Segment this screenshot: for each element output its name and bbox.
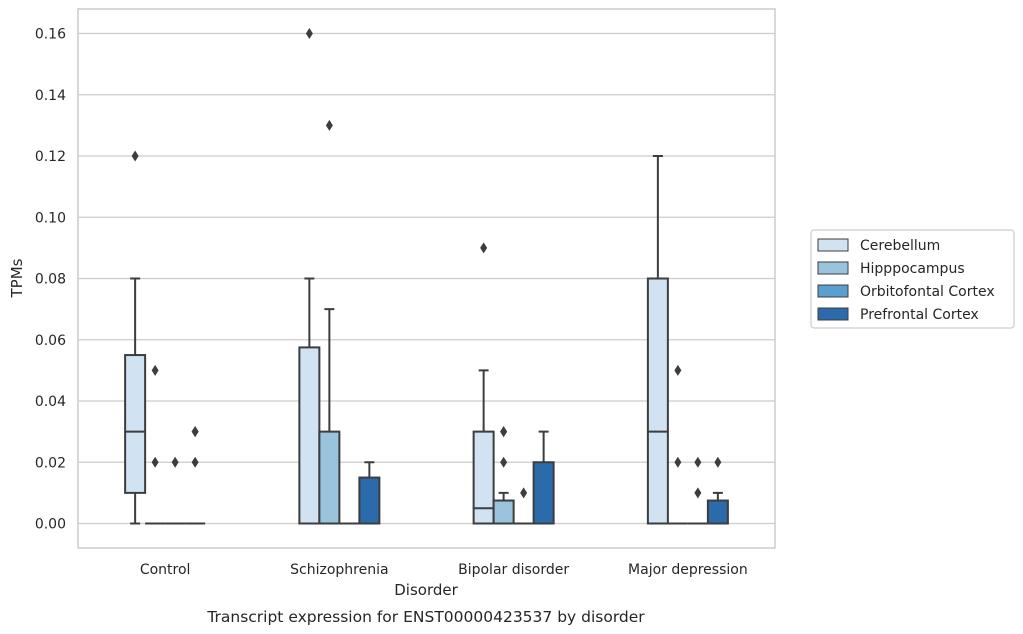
box-body <box>646 277 669 525</box>
y-tick-label: 0.04 <box>35 394 66 410</box>
box-1-0 <box>145 364 166 525</box>
chart-caption: Transcript expression for ENST0000042353… <box>206 608 645 626</box>
outlier-point <box>480 242 488 254</box>
box-0-1 <box>298 28 321 525</box>
legend-swatch <box>817 261 849 275</box>
outlier-point <box>500 456 508 468</box>
legend-label: Orbitofontal Cortex <box>860 284 995 300</box>
y-tick-label: 0.14 <box>35 88 66 104</box>
box-1-2 <box>492 426 515 525</box>
box-1-1 <box>318 119 341 525</box>
x-axis-title: Disorder <box>394 581 458 599</box>
box-3-3 <box>706 456 729 525</box>
outlier-point <box>694 487 702 499</box>
legend-label: Prefrontal Cortex <box>860 307 979 323</box>
y-tick-label: 0.10 <box>35 210 66 226</box>
outlier-point <box>305 28 313 39</box>
box-1-3 <box>667 364 688 525</box>
outlier-point <box>674 364 682 376</box>
outlier-point <box>131 150 139 162</box>
outlier-point <box>191 426 199 438</box>
x-tick-label: Schizophrenia <box>290 562 388 578</box>
box-3-2 <box>532 430 555 525</box>
legend: Cerebellum Hipppocampus Orbitofontal Corte… <box>810 229 1015 329</box>
x-tick-label: Control <box>140 562 191 578</box>
box-body <box>298 346 321 525</box>
box-0-2 <box>472 242 495 525</box>
box-2-0 <box>165 456 186 525</box>
x-tick-label: Major depression <box>628 562 748 578</box>
box-0-3 <box>646 155 669 525</box>
outlier-point <box>171 456 179 468</box>
x-tick-label: Bipolar disorder <box>458 562 569 578</box>
y-tick-labels: 0.00 0.02 0.04 0.06 0.08 0.10 0.12 0.14 0.16 <box>35 27 66 533</box>
outlier-point <box>694 456 702 468</box>
box-body <box>318 430 341 525</box>
outlier-point <box>151 364 159 376</box>
box-3-0 <box>185 426 206 525</box>
outlier-point <box>191 456 199 468</box>
legend-swatch <box>817 284 849 298</box>
outlier-point <box>325 119 333 131</box>
box-body <box>472 430 495 525</box>
y-tick-label: 0.16 <box>35 27 66 43</box>
box-0-0 <box>124 150 147 525</box>
box-2-3 <box>687 456 708 525</box>
box-2-2 <box>513 487 534 525</box>
outlier-point <box>500 426 508 438</box>
y-tick-label: 0.02 <box>35 455 66 471</box>
legend-swatch <box>817 307 849 321</box>
outlier-point <box>714 456 722 468</box>
box-body <box>358 476 381 525</box>
box-layer <box>124 28 729 525</box>
box-body <box>706 499 729 525</box>
box-3-1 <box>358 461 381 525</box>
y-tick-label: 0.08 <box>35 272 66 288</box>
y-tick-label: 0.00 <box>35 517 66 533</box>
box-body <box>492 499 515 525</box>
legend-swatch <box>817 238 849 252</box>
box-body <box>124 354 147 494</box>
legend-label: Cerebellum <box>860 238 940 254</box>
box-body <box>532 461 555 525</box>
plot-frame <box>77 8 776 549</box>
legend-frame <box>810 229 1015 329</box>
legend-label: Hipppocampus <box>860 261 965 277</box>
outlier-point <box>151 456 159 468</box>
y-tick-label: 0.06 <box>35 333 66 349</box>
y-tick-label: 0.12 <box>35 149 66 165</box>
outlier-point <box>520 487 528 499</box>
outlier-point <box>674 456 682 468</box>
x-tick-labels: Control Schizophrenia Bipolar disorder Majo… <box>140 562 748 578</box>
y-axis-title: TPMs <box>8 258 26 298</box>
gridlines <box>78 32 775 525</box>
